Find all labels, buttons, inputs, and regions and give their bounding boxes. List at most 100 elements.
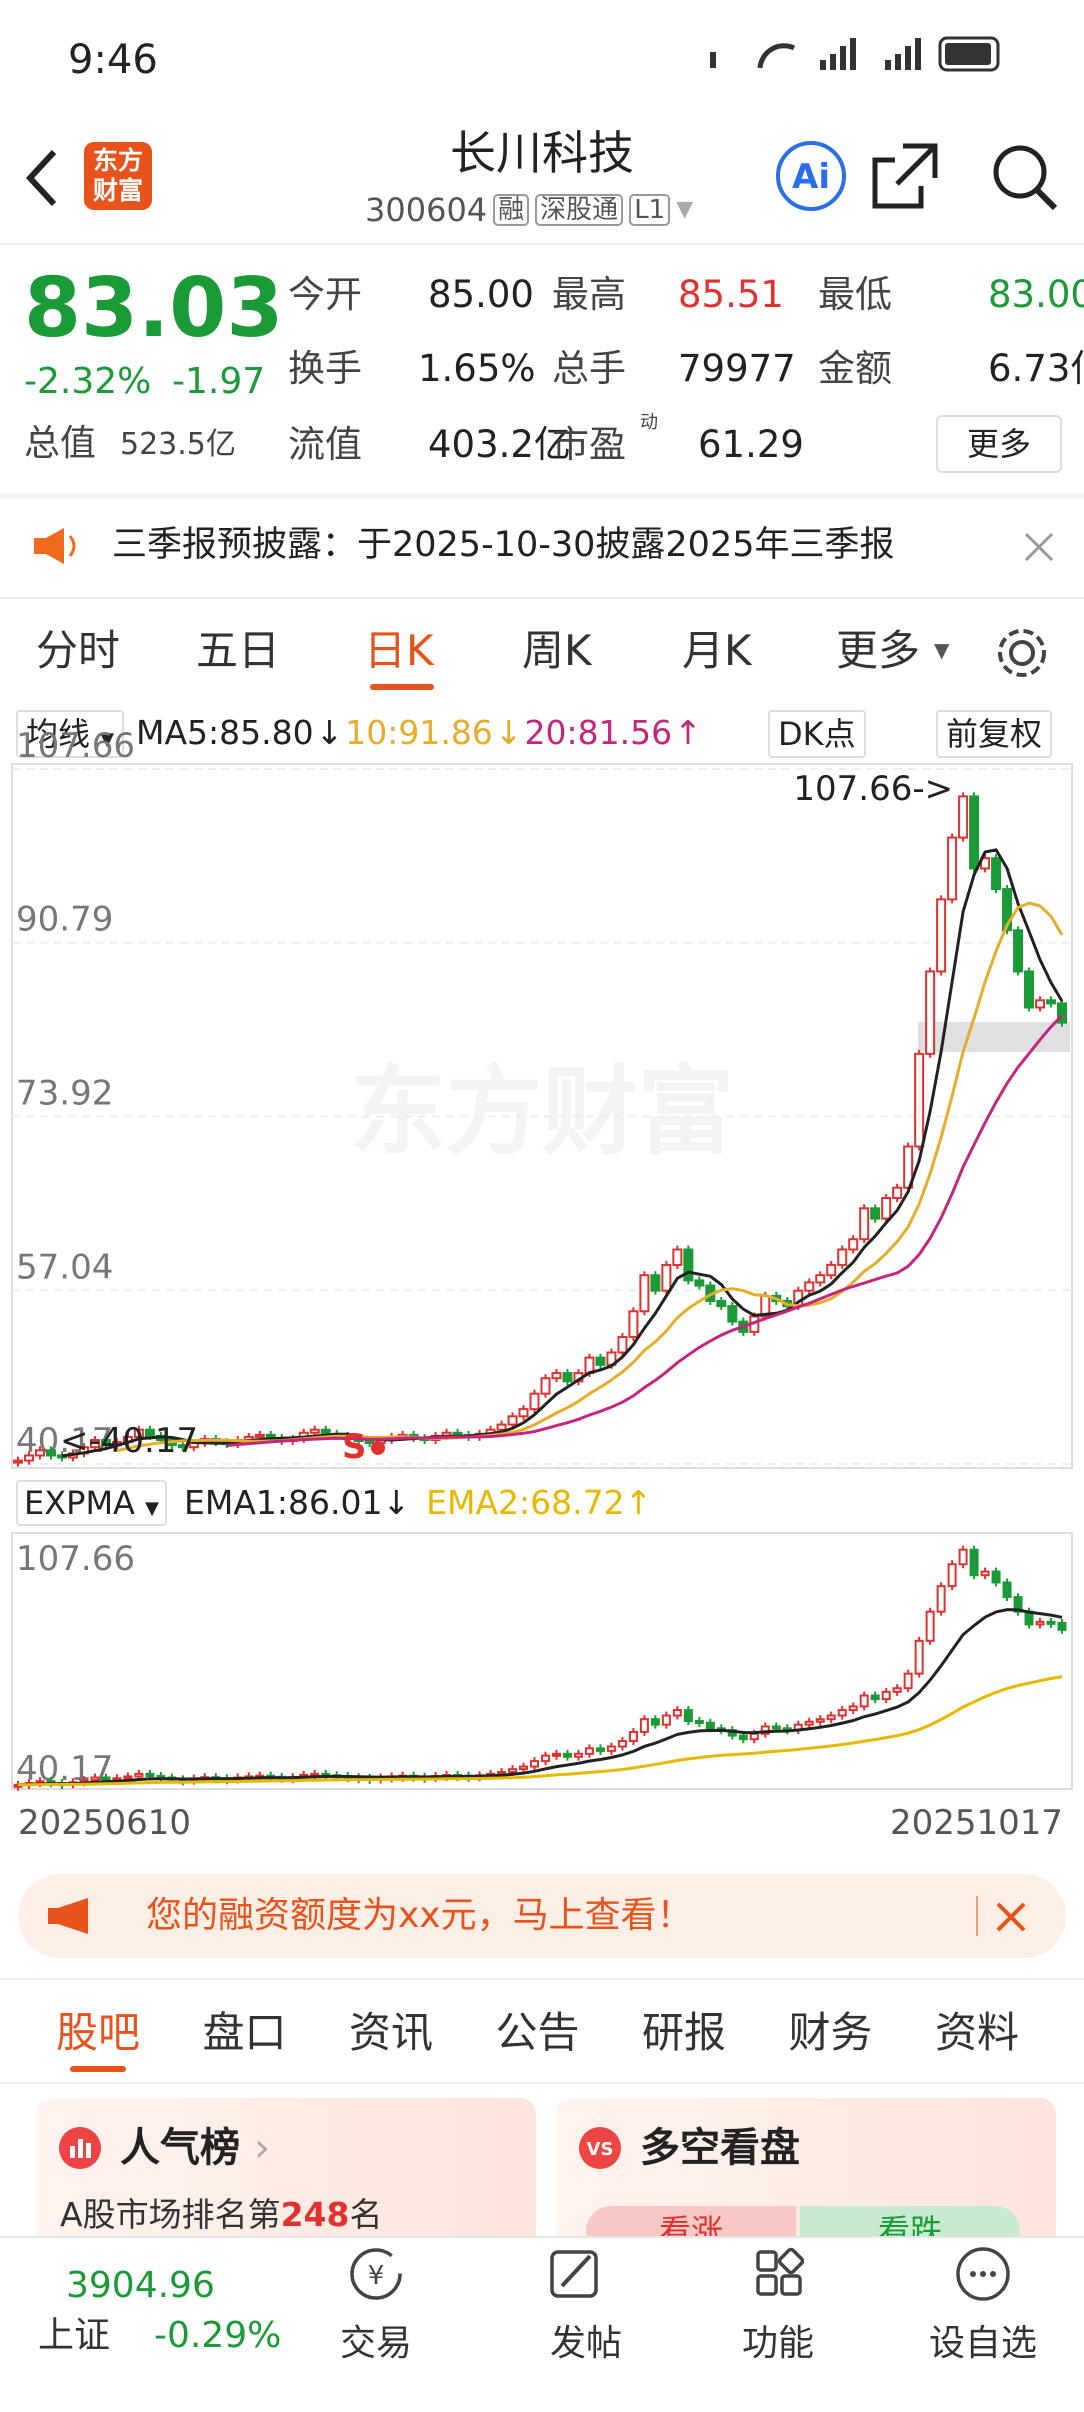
stock-code: 300604	[365, 191, 488, 229]
candle	[914, 1639, 924, 1675]
candle	[145, 1772, 155, 1778]
candle	[617, 1740, 627, 1748]
sub-tab[interactable]: 公告	[495, 2008, 580, 2057]
candle	[540, 1377, 551, 1395]
back-button[interactable]	[22, 148, 62, 208]
candle	[584, 1747, 594, 1755]
indicator-select[interactable]: 均线 ▼	[16, 710, 125, 758]
candle	[606, 1745, 616, 1752]
candle	[1057, 1002, 1067, 1024]
candle	[133, 1428, 144, 1438]
sub-tab[interactable]: 盘口	[202, 2008, 287, 2057]
candle	[947, 1563, 957, 1588]
nav-item[interactable]: 设自选	[929, 2323, 1038, 2364]
candle	[771, 1725, 781, 1730]
tab[interactable]: 更多	[836, 626, 921, 675]
candle	[1002, 1581, 1012, 1599]
candle	[694, 1720, 704, 1725]
sub-tab[interactable]: 股吧	[56, 2008, 141, 2057]
sub-tab[interactable]: 资讯	[349, 2008, 434, 2057]
adjust-button[interactable]: 前复权	[936, 710, 1053, 758]
candle	[826, 1714, 836, 1721]
dk-button[interactable]: DK点	[768, 710, 866, 758]
status-time: 9:46	[68, 37, 158, 83]
ema-arrow: ↑	[624, 1483, 653, 1522]
y-tick-label: 90.79	[16, 900, 113, 940]
nav-item[interactable]: 功能	[742, 2323, 815, 2364]
nav-item[interactable]: 发帖	[550, 2323, 623, 2364]
change-pct: -2.32%	[24, 361, 152, 402]
more-button[interactable]: 更多	[936, 415, 1062, 473]
signal-dot	[371, 1441, 385, 1455]
tab[interactable]: 日K	[364, 626, 434, 675]
indicator-name: 均线	[26, 715, 91, 753]
tab[interactable]: 月K	[682, 626, 752, 675]
card-title-text: 人气榜	[120, 2125, 240, 2171]
max-label: 107.66->	[793, 769, 953, 809]
field-value: 85.00	[428, 273, 534, 316]
candle	[639, 1718, 649, 1733]
rank-prefix: A股市场排名第	[60, 2195, 281, 2234]
indicator-select[interactable]: EXPMA ▼	[16, 1480, 167, 1526]
candle	[980, 1570, 990, 1577]
rank-card[interactable]	[36, 2098, 536, 2258]
tag: L1	[629, 194, 671, 226]
rank-number: 248	[280, 2195, 350, 2234]
candle	[716, 1299, 727, 1308]
divider	[0, 243, 1084, 245]
promo-close[interactable]	[994, 1900, 1028, 1934]
candle	[650, 1274, 661, 1292]
field-label: 换手	[288, 347, 362, 390]
candle	[628, 1730, 638, 1743]
candle	[804, 1281, 815, 1292]
candle	[683, 1709, 693, 1723]
tab[interactable]: 分时	[36, 626, 121, 675]
tab[interactable]: 五日	[196, 626, 281, 675]
nav-item[interactable]: 交易	[340, 2323, 413, 2364]
field-label: 总手	[552, 347, 626, 390]
ma-line	[61, 848, 1064, 1458]
indicator-name: EXPMA	[24, 1484, 135, 1522]
ma-arrow: ↑	[674, 713, 702, 752]
candle	[177, 1444, 188, 1449]
header-actions[interactable]: Ai	[775, 140, 1065, 212]
candle	[23, 1454, 34, 1462]
candle	[815, 1718, 825, 1723]
candle	[144, 1428, 155, 1437]
chart-frame	[11, 1532, 1073, 1790]
tag: 深股通	[535, 194, 624, 226]
vs-icon: VS	[579, 2127, 621, 2169]
candle	[914, 1052, 925, 1148]
tab[interactable]: 周K	[522, 626, 592, 675]
tag: 融	[493, 194, 530, 226]
divider	[976, 1896, 978, 1936]
notice-close[interactable]	[1022, 530, 1056, 564]
settings-icon[interactable]	[994, 625, 1050, 681]
candle	[519, 1765, 529, 1771]
candle	[958, 795, 969, 839]
candle	[705, 1721, 715, 1730]
sub-tab[interactable]: 资料	[935, 2008, 1020, 2057]
app-logo[interactable]: 东方 财富	[84, 142, 152, 210]
candle	[496, 1423, 507, 1431]
field-label: 今开	[288, 273, 362, 316]
candle	[837, 1248, 848, 1266]
candle	[320, 1428, 331, 1435]
sub-tab[interactable]: 财务	[788, 2008, 873, 2057]
ma-arrow: ↓	[315, 713, 344, 752]
candle	[1035, 1620, 1045, 1626]
divider	[0, 493, 1084, 499]
sub-tab[interactable]: 研报	[642, 2008, 727, 2057]
candle	[1046, 999, 1057, 1005]
promo-banner[interactable]	[18, 1874, 1066, 1958]
ma-arrow: ↓	[494, 713, 523, 752]
watermark: 东方财富	[350, 1056, 734, 1168]
candle	[89, 1439, 100, 1449]
total-label: 总值	[24, 423, 97, 464]
field-label: 市盈	[552, 423, 626, 466]
index-value[interactable]: 3904.96	[66, 2265, 215, 2306]
field-label: 金额	[818, 347, 892, 390]
field-value: 1.65%	[418, 347, 536, 390]
candle	[508, 1768, 518, 1774]
